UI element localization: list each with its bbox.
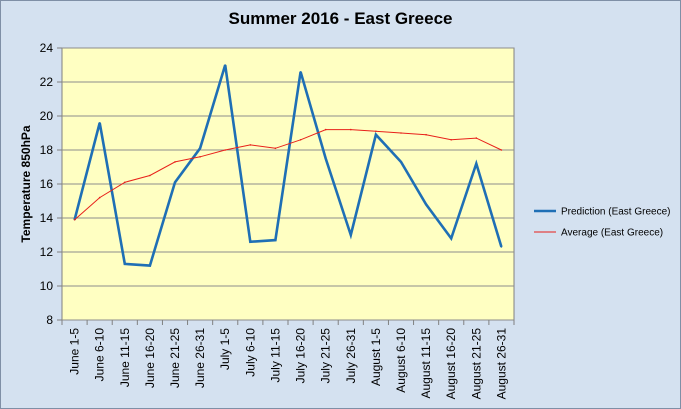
data-point xyxy=(450,139,453,141)
x-tick-label: June 21-25 xyxy=(168,328,182,388)
data-point xyxy=(249,144,252,146)
x-tick-label: July 6-10 xyxy=(243,328,257,377)
legend-label: Prediction (East Greece) xyxy=(561,207,671,218)
data-point xyxy=(149,174,151,177)
y-axis-ticks: 8 10 12 14 16 18 20 22 24 xyxy=(40,41,62,327)
x-tick-label: June 6-10 xyxy=(93,328,107,382)
y-tick-label: 12 xyxy=(40,245,54,259)
x-tick-label: August 11-15 xyxy=(419,328,433,399)
data-point xyxy=(73,218,76,221)
x-tick-label: July 16-20 xyxy=(294,328,308,384)
x-tick-label: June 1-5 xyxy=(68,328,82,375)
series-lines xyxy=(73,64,503,267)
y-tick-label: 10 xyxy=(40,279,54,293)
legend: Prediction (East Greece) Average (East Gr… xyxy=(534,207,671,239)
y-tick-label: 14 xyxy=(40,211,54,225)
data-point xyxy=(475,162,478,165)
data-point xyxy=(375,130,377,133)
x-axis-ticks: June 1-5 June 6-10 June 11-15 June 16-20 Jun… xyxy=(61,320,515,400)
data-point xyxy=(98,122,101,124)
x-tick-label: August 6-10 xyxy=(394,328,408,393)
data-point xyxy=(350,128,352,131)
y-tick-label: 8 xyxy=(46,313,53,327)
data-point xyxy=(199,147,201,150)
legend-label: Average (East Greece) xyxy=(561,228,663,239)
data-point xyxy=(299,71,302,73)
x-tick-label: August 26-31 xyxy=(494,328,508,400)
data-point xyxy=(450,237,453,240)
data-point xyxy=(500,149,503,151)
chart-title: Summer 2016 - East Greece xyxy=(228,9,453,28)
y-tick-label: 24 xyxy=(40,41,54,55)
data-point xyxy=(400,161,402,163)
y-tick-label: 20 xyxy=(40,109,54,123)
data-point xyxy=(425,133,427,136)
data-point xyxy=(274,239,277,241)
x-tick-label: August 1-5 xyxy=(369,328,383,386)
data-point xyxy=(224,149,226,151)
y-tick-label: 16 xyxy=(40,177,54,191)
data-point xyxy=(174,161,176,163)
data-point xyxy=(124,263,126,265)
x-tick-label: July 21-25 xyxy=(319,328,333,384)
data-point xyxy=(500,246,503,248)
x-tick-label: July 26-31 xyxy=(344,328,358,384)
y-axis-title: Temperature 850hPa xyxy=(19,125,33,242)
series-line-0 xyxy=(73,64,503,267)
x-tick-label: July 11-15 xyxy=(268,328,282,383)
data-point xyxy=(199,156,201,158)
data-point xyxy=(350,234,352,236)
x-tick-label: June 26-31 xyxy=(193,328,207,388)
data-point xyxy=(274,147,277,150)
data-point xyxy=(425,203,427,206)
x-tick-label: June 16-20 xyxy=(143,328,157,388)
data-point xyxy=(400,132,402,134)
data-point xyxy=(249,241,252,243)
data-point xyxy=(149,264,151,267)
series-line-1 xyxy=(74,129,502,221)
y-tick-label: 22 xyxy=(40,75,54,89)
data-point xyxy=(324,157,327,160)
data-point xyxy=(224,64,226,66)
y-tick-label: 18 xyxy=(40,143,54,157)
x-tick-label: August 16-20 xyxy=(444,328,458,400)
data-point xyxy=(375,133,377,136)
data-point xyxy=(124,181,126,184)
x-tick-label: June 11-15 xyxy=(118,328,132,387)
data-point xyxy=(475,137,478,139)
data-point xyxy=(174,181,176,184)
x-tick-label: August 21-25 xyxy=(469,328,483,400)
data-point xyxy=(299,139,302,141)
data-point xyxy=(324,128,327,131)
data-point xyxy=(98,196,101,199)
x-tick-label: July 1-5 xyxy=(218,328,232,370)
